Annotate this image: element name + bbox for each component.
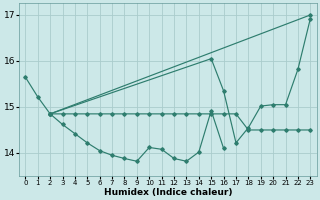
X-axis label: Humidex (Indice chaleur): Humidex (Indice chaleur) (104, 188, 232, 197)
